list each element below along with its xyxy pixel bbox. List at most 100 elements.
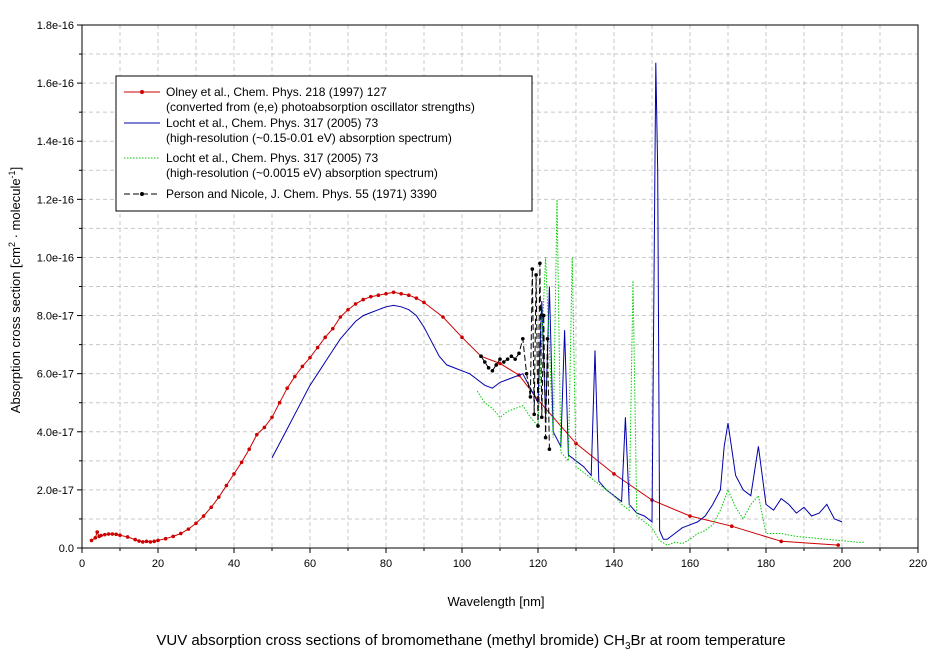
data-point bbox=[95, 530, 99, 534]
data-point bbox=[534, 273, 538, 277]
series-line bbox=[271, 62, 843, 540]
legend-label-detail: (high-resolution (~0.0015 eV) absorption… bbox=[166, 166, 438, 180]
data-point bbox=[89, 538, 94, 543]
data-point bbox=[93, 536, 98, 540]
x-tick-label: 0 bbox=[79, 558, 85, 570]
data-point bbox=[384, 291, 388, 296]
x-tick-label: 180 bbox=[757, 558, 775, 570]
data-point bbox=[541, 313, 546, 318]
series-line bbox=[476, 199, 865, 546]
data-point bbox=[106, 532, 111, 536]
y-axis: 0.0 2.0e-17 4.0e-17 6.0e-17 8.0e-17 1.0e-16 1.… bbox=[37, 20, 82, 555]
data-point bbox=[300, 364, 305, 369]
data-point bbox=[524, 371, 529, 376]
chart: 0 20 40 60 80 100 120 140 160 180 200 220 0.0 2.0e-1… bbox=[7, 20, 927, 609]
data-point bbox=[369, 294, 373, 299]
data-point bbox=[315, 345, 320, 350]
data-point bbox=[118, 533, 122, 538]
data-point bbox=[779, 539, 783, 544]
series-layer bbox=[89, 62, 865, 547]
legend-marker bbox=[140, 192, 144, 196]
series-4 bbox=[479, 261, 552, 452]
y-tick-label: 1.2e-16 bbox=[37, 194, 74, 206]
data-point bbox=[152, 539, 156, 544]
legend-label: Olney et al., Chem. Phys. 218 (1997) 127 bbox=[166, 85, 387, 99]
data-point bbox=[247, 447, 251, 452]
data-point bbox=[528, 395, 533, 399]
data-point bbox=[201, 514, 206, 518]
legend-label: Locht et al., Chem. Phys. 317 (2005) 73 bbox=[166, 116, 378, 130]
data-point bbox=[125, 535, 130, 539]
data-point bbox=[513, 357, 517, 361]
y-tick-label: 1.8e-16 bbox=[37, 20, 74, 32]
figure-caption: VUV absorption cross sections of bromome… bbox=[156, 632, 786, 652]
legend-item-4: Person and Nicole, J. Chem. Phys. 55 (19… bbox=[124, 187, 437, 201]
data-point bbox=[441, 315, 445, 319]
data-point bbox=[422, 300, 426, 305]
data-point bbox=[232, 472, 236, 476]
data-point bbox=[171, 534, 175, 539]
legend-label: Person and Nicole, J. Chem. Phys. 55 (19… bbox=[166, 187, 437, 201]
data-point bbox=[103, 532, 107, 537]
data-point bbox=[460, 335, 464, 340]
x-axis-label: Wavelength [nm] bbox=[447, 594, 544, 609]
data-point bbox=[490, 368, 495, 373]
data-point bbox=[224, 483, 229, 488]
data-point bbox=[547, 447, 552, 452]
y-tick-label: 1.6e-16 bbox=[37, 78, 74, 90]
legend-item-2: Locht et al., Chem. Phys. 317 (2005) 73(… bbox=[124, 116, 452, 145]
data-point bbox=[277, 400, 282, 405]
data-point bbox=[407, 293, 411, 298]
data-point bbox=[144, 539, 149, 544]
x-tick-label: 60 bbox=[304, 558, 316, 570]
series-line bbox=[480, 263, 550, 450]
legend-label: Locht et al., Chem. Phys. 317 (2005) 73 bbox=[166, 151, 378, 165]
x-tick-label: 160 bbox=[681, 558, 699, 570]
data-point bbox=[141, 540, 145, 544]
data-point bbox=[730, 524, 734, 529]
data-point bbox=[137, 539, 141, 543]
x-tick-label: 200 bbox=[833, 558, 851, 570]
legend-item-1: Olney et al., Chem. Phys. 218 (1997) 127… bbox=[124, 85, 475, 114]
y-tick-label: 4.0e-17 bbox=[37, 427, 74, 439]
data-point bbox=[502, 360, 506, 364]
legend: Olney et al., Chem. Phys. 218 (1997) 127… bbox=[115, 75, 533, 212]
data-point bbox=[110, 532, 115, 536]
data-point bbox=[486, 366, 491, 370]
data-point bbox=[688, 514, 692, 518]
legend-label-detail: (converted from (e,e) photoabsorption os… bbox=[166, 100, 475, 114]
data-point bbox=[209, 505, 213, 510]
data-point bbox=[399, 291, 404, 296]
data-point bbox=[494, 363, 499, 367]
data-point bbox=[391, 290, 396, 295]
data-point bbox=[612, 472, 616, 476]
series-line bbox=[91, 291, 839, 546]
data-point bbox=[361, 297, 366, 302]
data-point bbox=[293, 374, 297, 379]
data-point bbox=[338, 315, 343, 319]
series-3 bbox=[476, 199, 865, 546]
data-point bbox=[217, 495, 221, 499]
data-point bbox=[262, 425, 267, 430]
series-2 bbox=[271, 62, 843, 540]
x-tick-label: 220 bbox=[909, 558, 927, 570]
data-point bbox=[498, 361, 502, 366]
x-tick-label: 80 bbox=[380, 558, 392, 570]
data-point bbox=[179, 531, 183, 536]
data-point bbox=[538, 261, 542, 266]
x-tick-label: 140 bbox=[605, 558, 623, 570]
data-point bbox=[532, 412, 536, 417]
data-point bbox=[254, 432, 259, 437]
y-tick-label: 1.4e-16 bbox=[37, 136, 74, 148]
data-point bbox=[479, 354, 483, 359]
data-point bbox=[509, 354, 514, 359]
x-tick-label: 20 bbox=[152, 558, 164, 570]
data-point bbox=[194, 521, 198, 526]
x-axis: 0 20 40 60 80 100 120 140 160 180 200 220 bbox=[79, 548, 927, 570]
legend-label-detail: (high-resolution (~0.15-0.01 eV) absorpt… bbox=[166, 131, 452, 145]
data-point bbox=[517, 351, 521, 356]
data-point bbox=[114, 532, 118, 537]
legend-marker bbox=[140, 90, 144, 94]
data-point bbox=[414, 296, 419, 300]
data-point bbox=[270, 415, 274, 420]
